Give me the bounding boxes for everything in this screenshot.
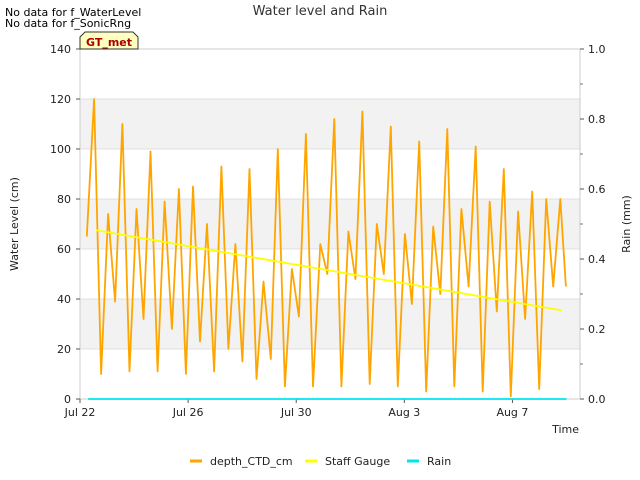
x-tick-label-0: Jul 22 [64,406,96,419]
x-tick-label-1: Jul 26 [172,406,204,419]
y2-tick-label-3: 0.6 [588,183,606,196]
y-tick-label-7: 140 [50,43,71,56]
x-axis-label: Time [551,423,579,436]
no-data-note-waterlevel: No data for f_WaterLevel [5,6,142,19]
y2-tick-label-4: 0.8 [588,113,606,126]
series-line-depth-ctd-cm [85,98,567,398]
y2-tick-label-1: 0.2 [588,323,606,336]
x-tick-label-4: Aug 7 [496,406,528,419]
legend-label-staff-gauge: Staff Gauge [325,455,390,468]
y2-tick-label-5: 1.0 [588,43,606,56]
legend-label-depth-ctd-cm: depth_CTD_cm [210,455,293,468]
site-badge [79,31,139,50]
chart-title: Water level and Rain [253,4,388,19]
grid-band-2 [80,99,580,149]
y-tick-label-4: 80 [57,193,71,206]
y-tick-label-1: 20 [57,343,71,356]
x-tick-label-3: Aug 3 [388,406,420,419]
y-tick-label-5: 100 [50,143,71,156]
y-tick-label-6: 120 [50,93,71,106]
y2-tick-label-0: 0.0 [588,393,606,406]
no-data-note-sonicrng: No data for f_SonicRng [5,17,132,30]
x-tick-label-2: Jul 30 [280,406,312,419]
y-axis-label: Water Level (cm) [8,177,21,271]
y-tick-label-2: 40 [57,293,71,306]
legend-label-rain: Rain [427,455,451,468]
y2-tick-label-2: 0.4 [588,253,606,266]
y-tick-label-0: 0 [64,393,71,406]
series-line-staff-gauge [96,229,562,312]
y2-axis-label: Rain (mm) [620,195,633,253]
site-badge-label: GT_met [86,36,132,49]
y-tick-label-3: 60 [57,243,71,256]
